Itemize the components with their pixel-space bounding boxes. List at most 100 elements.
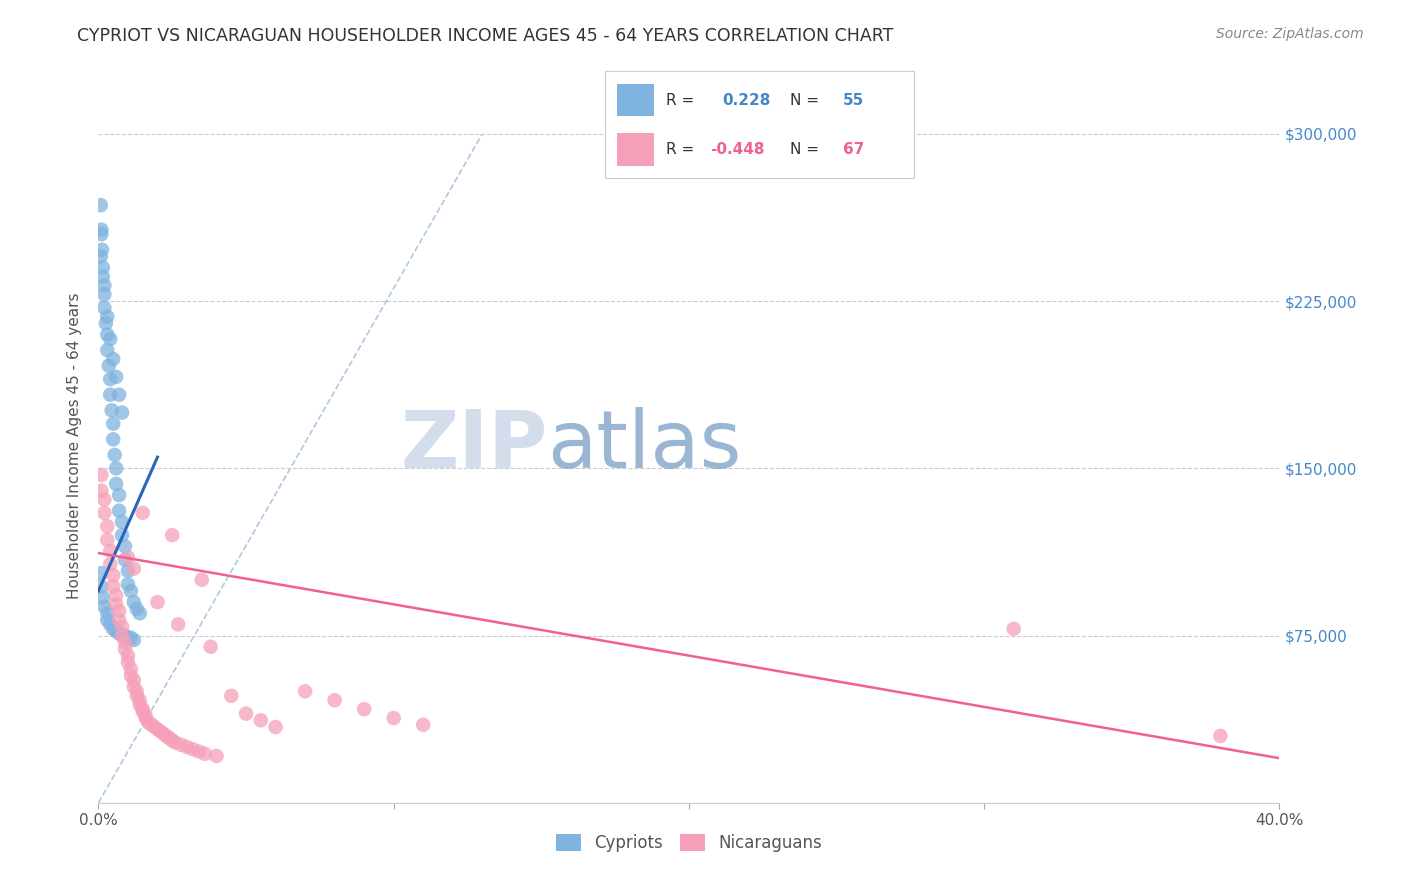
Point <box>165 735 187 749</box>
Point <box>108 387 131 401</box>
Point <box>117 631 139 645</box>
Point <box>138 715 160 730</box>
Text: -0.448: -0.448 <box>710 142 765 157</box>
Point <box>93 506 115 520</box>
Point <box>120 669 142 683</box>
Point <box>91 269 114 284</box>
Text: R =: R = <box>666 93 700 108</box>
Point <box>90 566 112 580</box>
FancyBboxPatch shape <box>617 134 654 166</box>
Point <box>111 515 134 529</box>
Point <box>117 577 139 591</box>
Point <box>114 642 136 657</box>
Point <box>108 613 131 627</box>
Point <box>98 617 121 632</box>
Point <box>412 717 434 731</box>
Point <box>96 343 118 357</box>
Point <box>108 488 131 502</box>
Point <box>93 278 115 293</box>
Point <box>108 604 131 618</box>
Point <box>90 198 112 212</box>
Point <box>152 726 174 740</box>
Point <box>103 432 125 446</box>
Point <box>98 543 121 558</box>
Point <box>120 631 142 645</box>
Point <box>105 461 128 475</box>
Point <box>111 628 134 642</box>
Point <box>117 550 139 565</box>
Point <box>93 301 115 315</box>
Point <box>96 519 118 533</box>
Point <box>135 711 157 725</box>
Point <box>96 613 118 627</box>
Point <box>90 222 112 236</box>
Point <box>132 702 155 716</box>
Point <box>96 327 118 342</box>
Text: 0.228: 0.228 <box>723 93 770 108</box>
FancyBboxPatch shape <box>617 84 654 116</box>
Point <box>103 580 125 594</box>
Point <box>114 635 136 649</box>
Point <box>149 724 172 739</box>
Point <box>108 626 131 640</box>
Point <box>205 749 228 764</box>
Point <box>122 633 145 648</box>
Point <box>141 717 163 731</box>
Point <box>146 723 169 737</box>
Point <box>128 693 150 707</box>
Point <box>128 698 150 712</box>
Point <box>294 684 316 698</box>
Point <box>235 706 257 721</box>
Point <box>1209 729 1232 743</box>
Point <box>162 528 183 542</box>
Point <box>250 714 273 728</box>
Point <box>98 332 121 346</box>
Point <box>91 591 114 605</box>
Point <box>105 624 128 639</box>
Point <box>146 595 169 609</box>
Point <box>98 372 121 386</box>
Point <box>93 287 115 301</box>
Point <box>125 689 148 703</box>
Point <box>90 227 112 241</box>
Point <box>117 564 139 578</box>
Point <box>128 607 150 621</box>
Point <box>105 369 128 384</box>
Point <box>176 740 198 755</box>
Text: atlas: atlas <box>547 407 741 485</box>
Point <box>114 628 136 642</box>
Point <box>353 702 375 716</box>
Point <box>90 483 112 498</box>
Point <box>382 711 405 725</box>
Y-axis label: Householder Income Ages 45 - 64 years: Householder Income Ages 45 - 64 years <box>67 293 83 599</box>
Point <box>122 673 145 687</box>
Point <box>264 720 287 734</box>
Point <box>91 260 114 275</box>
Point <box>132 705 155 719</box>
Point <box>191 573 214 587</box>
Point <box>1002 622 1025 636</box>
Point <box>103 622 125 636</box>
Point <box>100 403 122 417</box>
Point <box>111 619 134 633</box>
Point <box>221 689 243 703</box>
Point <box>93 492 115 507</box>
Text: ZIP: ZIP <box>399 407 547 485</box>
Point <box>103 351 125 366</box>
Point <box>125 684 148 698</box>
Point <box>117 648 139 663</box>
Point <box>114 552 136 567</box>
Point <box>122 595 145 609</box>
Point <box>181 742 204 756</box>
Point <box>103 417 125 431</box>
Point <box>200 640 222 654</box>
Point <box>90 467 112 482</box>
Point <box>170 738 193 752</box>
Point <box>111 528 134 542</box>
Point <box>90 249 112 264</box>
Point <box>157 731 180 746</box>
Text: 55: 55 <box>842 93 865 108</box>
Point <box>111 405 134 419</box>
Point <box>323 693 346 707</box>
Point <box>98 557 121 571</box>
